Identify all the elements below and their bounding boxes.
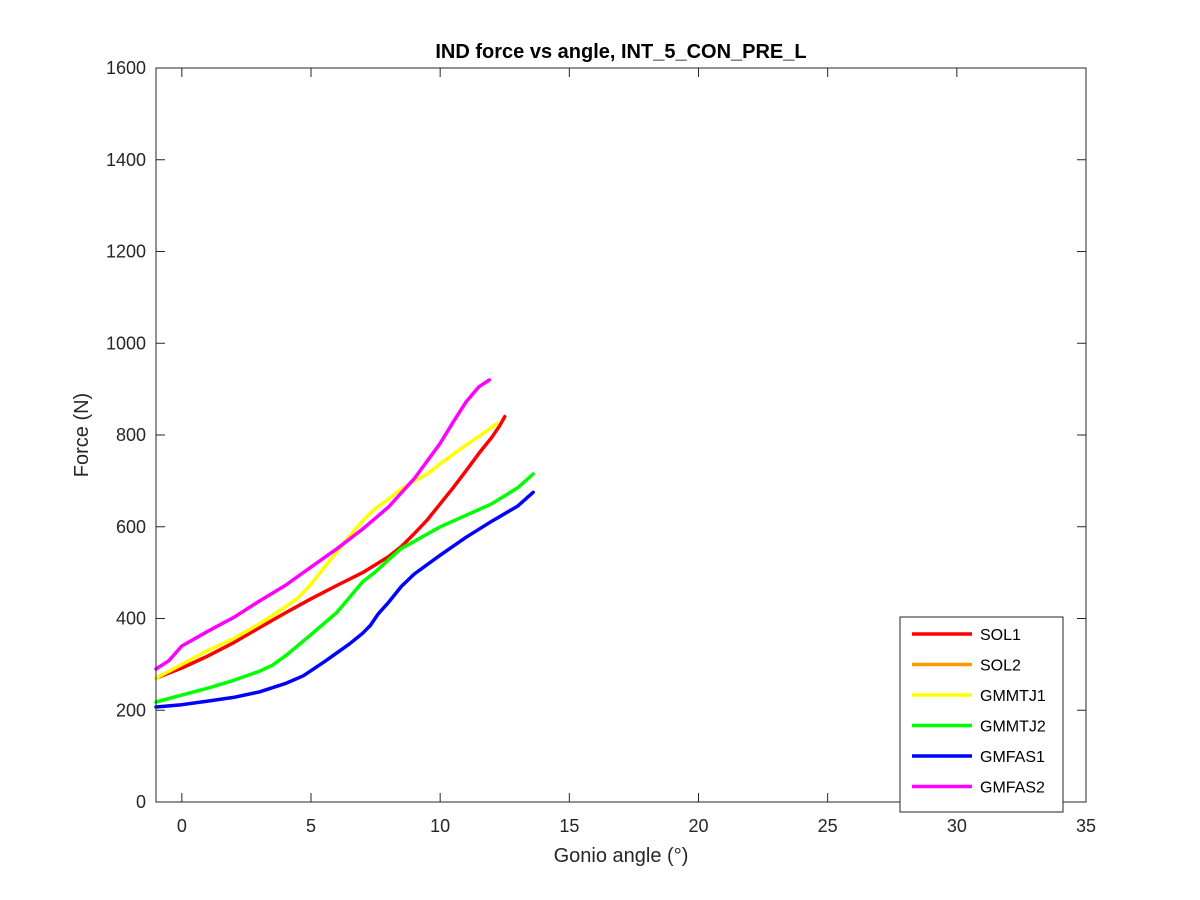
y-tick-label: 600: [116, 517, 146, 537]
x-tick-label: 5: [306, 816, 316, 836]
x-tick-label: 20: [688, 816, 708, 836]
x-tick-label: 0: [177, 816, 187, 836]
y-tick-label: 200: [116, 700, 146, 720]
legend-label: SOL1: [980, 627, 1021, 644]
x-tick-label: 15: [559, 816, 579, 836]
legend-label: SOL2: [980, 658, 1021, 675]
legend-box: [899, 616, 1064, 813]
legend-label: GMMTJ1: [980, 688, 1046, 705]
x-axis-title: Gonio angle (°): [554, 845, 689, 867]
x-tick-label: 25: [818, 816, 838, 836]
y-axis-title: Force (N): [71, 393, 93, 477]
y-tick-label: 800: [116, 425, 146, 445]
y-tick-label: 1200: [106, 242, 146, 262]
x-tick-label: 10: [430, 816, 450, 836]
series-line-gmmtj2: [154, 472, 535, 704]
y-tick-label: 1400: [106, 150, 146, 170]
y-tick-label: 1000: [106, 333, 146, 353]
y-tick-label: 400: [116, 609, 146, 629]
legend-label: GMFAS1: [980, 749, 1045, 766]
x-tick-label: 30: [947, 816, 967, 836]
series-line-gmfas1: [154, 490, 535, 709]
legend-label: GMFAS2: [980, 780, 1045, 797]
legend: SOL1 SOL2 GMMTJ1 GMMTJ2 GMFAS1 GMFAS2: [899, 616, 1064, 813]
series-line-sol1: [154, 414, 507, 680]
series-line-gmmtj1: [154, 421, 499, 680]
series-line-gmfas2: [154, 378, 492, 671]
chart-title: IND force vs angle, INT_5_CON_PRE_L: [435, 41, 806, 63]
y-tick-label: 0: [136, 792, 146, 812]
x-tick-label: 35: [1076, 816, 1096, 836]
legend-label: GMMTJ2: [980, 719, 1046, 736]
y-tick-label: 1600: [106, 58, 146, 78]
axes: 0 5 10 15 20 25 30 35 0 200 400 600 800 1000 1200 1400 1…: [106, 58, 1096, 836]
